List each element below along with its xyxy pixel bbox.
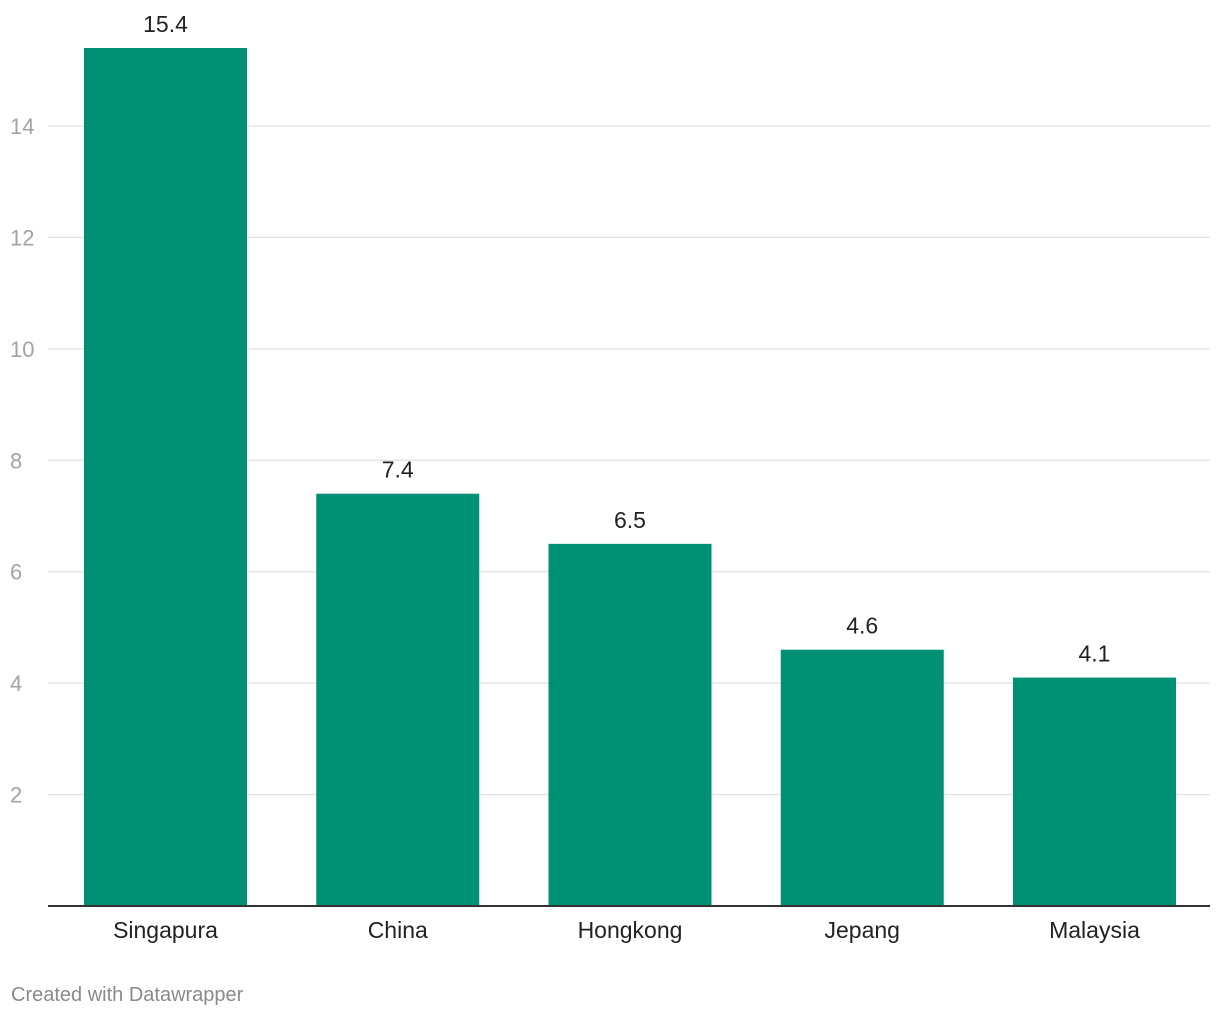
y-tick-label: 12 bbox=[10, 225, 34, 250]
bars bbox=[84, 48, 1176, 906]
y-tick-label: 14 bbox=[10, 114, 34, 139]
data-label: 15.4 bbox=[143, 11, 188, 37]
bar bbox=[84, 48, 247, 906]
bar bbox=[316, 493, 480, 906]
bar bbox=[1013, 677, 1176, 906]
x-tick-label: Jepang bbox=[825, 917, 900, 943]
x-tick-label: Malaysia bbox=[1049, 917, 1140, 943]
bar bbox=[548, 543, 712, 906]
x-tick-label: China bbox=[368, 917, 428, 943]
datawrapper-credit: Created with Datawrapper bbox=[11, 984, 244, 1006]
value-labels: 15.4 7.4 6.5 4.6 4.1 bbox=[143, 11, 1110, 667]
x-tick-label: Hongkong bbox=[578, 917, 683, 943]
y-tick-label: 4 bbox=[10, 671, 22, 696]
data-label: 4.1 bbox=[1079, 641, 1111, 667]
data-label: 4.6 bbox=[846, 613, 878, 639]
data-label: 7.4 bbox=[382, 457, 414, 483]
x-axis-ticks: Singapura China Hongkong Jepang Malaysia bbox=[113, 917, 1140, 943]
y-tick-label: 6 bbox=[10, 560, 22, 585]
x-tick-label: Singapura bbox=[113, 917, 218, 943]
y-tick-label: 8 bbox=[10, 448, 22, 473]
y-axis-ticks: 2 4 6 8 10 12 14 bbox=[10, 114, 34, 808]
y-tick-label: 2 bbox=[10, 783, 22, 808]
bar bbox=[780, 649, 944, 906]
y-tick-label: 10 bbox=[10, 337, 34, 362]
bar-chart: 2 4 6 8 10 12 14 15.4 7.4 6.5 4.6 4.1 Singapura Chi… bbox=[10, 11, 1210, 943]
data-label: 6.5 bbox=[614, 507, 646, 533]
